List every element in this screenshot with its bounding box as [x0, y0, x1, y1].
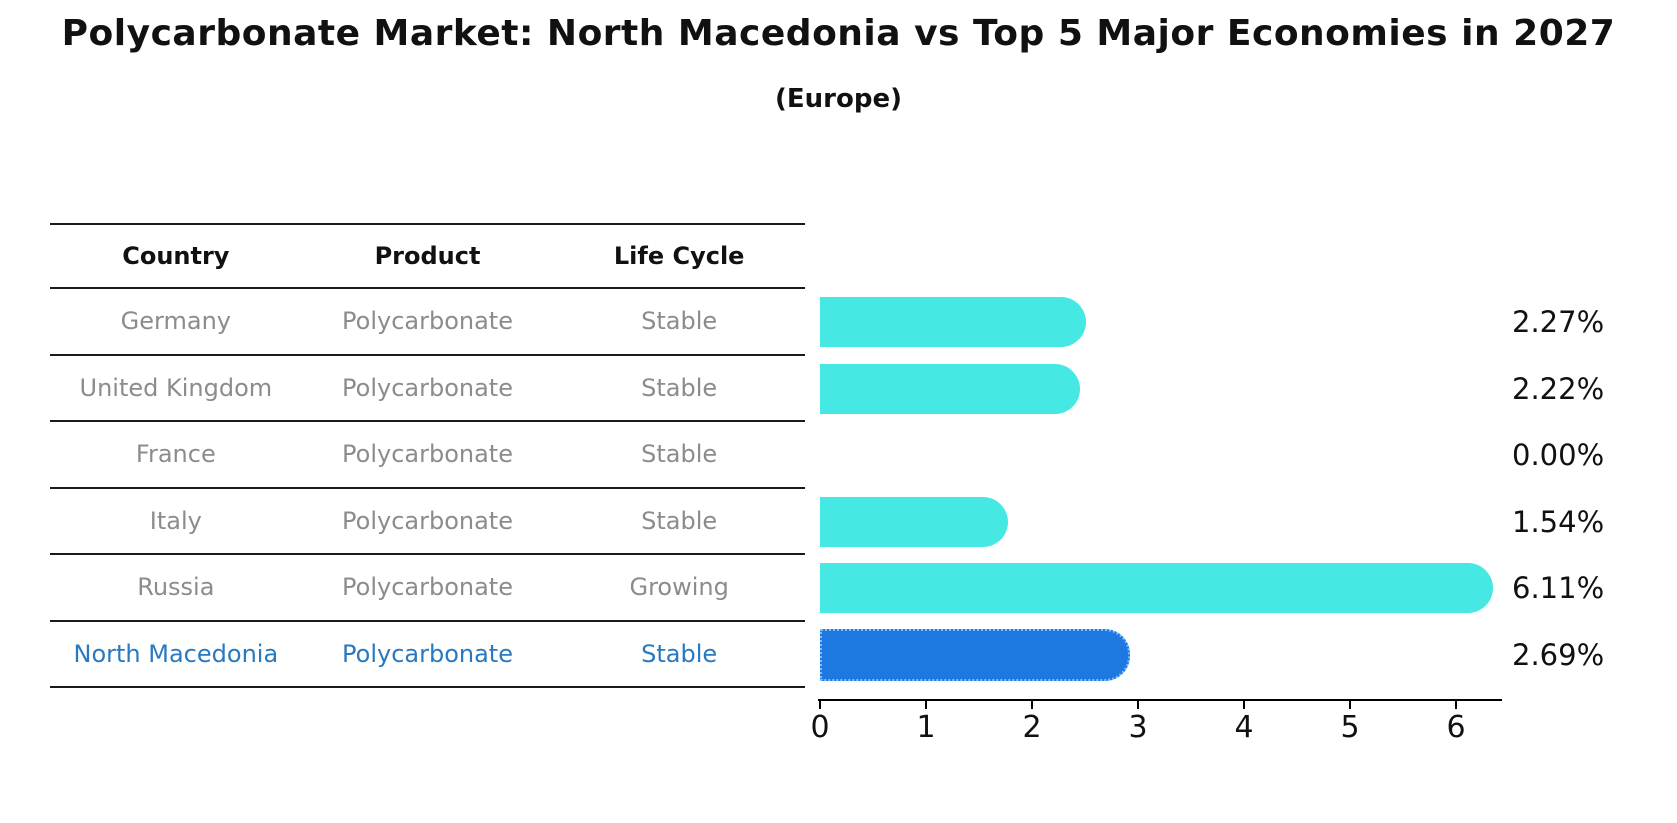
tick-mark [1031, 701, 1033, 709]
product-cell: Polycarbonate [342, 440, 513, 469]
product-cell: Polycarbonate [342, 573, 513, 602]
country-cell: France [135, 440, 216, 469]
x-axis-tick-label: 2 [1022, 710, 1042, 745]
chart-title: Polycarbonate Market: North Macedonia vs… [61, 13, 1616, 54]
country-cell: Germany [120, 307, 231, 336]
tick-mark [1243, 701, 1245, 709]
table-row-north-macedonia: North Macedonia Polycarbonate Stable [50, 622, 805, 688]
column-header-life-cycle: Life Cycle [613, 242, 745, 270]
value-label-united-kingdom: 2.22% [1512, 371, 1605, 406]
product-cell: Polycarbonate [342, 307, 513, 336]
value-label-germany: 2.27% [1512, 305, 1605, 340]
tick-mark [1455, 701, 1457, 709]
x-axis-tick-label: 3 [1128, 710, 1148, 745]
country-cell: Italy [149, 506, 202, 535]
bar-italy [820, 496, 1009, 547]
life-cycle-cell: Stable [641, 307, 718, 336]
country-cell: United Kingdom [79, 373, 273, 402]
country-cell: Russia [137, 573, 215, 602]
tick-mark [819, 701, 821, 709]
tick-mark [1137, 701, 1139, 709]
column-header-product: Product [374, 242, 481, 270]
product-cell: Polycarbonate [342, 639, 513, 668]
country-table: Country Product Life Cycle Germany Polyc… [50, 223, 805, 688]
product-cell: Polycarbonate [342, 506, 513, 535]
bar-russia [820, 563, 1493, 614]
x-axis-line [818, 699, 1502, 701]
bar-germany [820, 297, 1086, 348]
life-cycle-cell: Stable [641, 440, 718, 469]
table-header-row: Country Product Life Cycle [50, 223, 805, 289]
x-axis-tick-6: 6 [1426, 701, 1486, 745]
x-axis-tick-4: 4 [1214, 701, 1274, 745]
chart-subtitle: (Europe) [775, 84, 902, 114]
value-label-italy: 1.54% [1512, 504, 1605, 539]
value-label-north-macedonia: 2.69% [1512, 637, 1605, 672]
value-label-france: 0.00% [1512, 438, 1605, 473]
x-axis-tick-label: 0 [810, 710, 830, 745]
x-axis-tick-label: 5 [1340, 710, 1360, 745]
table-row-russia: Russia Polycarbonate Growing [50, 555, 805, 622]
value-label-russia: 6.11% [1512, 571, 1605, 606]
product-cell: Polycarbonate [342, 373, 513, 402]
table-row-france: France Polycarbonate Stable [50, 422, 805, 489]
x-axis-tick-2: 2 [1002, 701, 1062, 745]
life-cycle-cell: Stable [641, 373, 718, 402]
x-axis-tick-label: 4 [1234, 710, 1254, 745]
table-row-germany: Germany Polycarbonate Stable [50, 289, 805, 356]
x-axis-tick-label: 6 [1446, 710, 1466, 745]
x-axis-tick-0: 0 [790, 701, 850, 745]
tick-mark [1349, 701, 1351, 709]
bar-united-kingdom [820, 363, 1081, 414]
life-cycle-cell: Stable [641, 506, 718, 535]
country-cell: North Macedonia [73, 639, 279, 668]
column-header-country: Country [122, 242, 230, 270]
x-axis-tick-3: 3 [1108, 701, 1168, 745]
x-axis-tick-1: 1 [896, 701, 956, 745]
x-axis-tick-5: 5 [1320, 701, 1380, 745]
x-axis-tick-label: 1 [916, 710, 936, 745]
life-cycle-cell: Stable [641, 639, 718, 668]
tick-mark [925, 701, 927, 709]
life-cycle-cell: Growing [629, 573, 729, 602]
bar-north-macedonia [820, 628, 1131, 681]
table-row-united-kingdom: United Kingdom Polycarbonate Stable [50, 356, 805, 422]
table-row-italy: Italy Polycarbonate Stable [50, 489, 805, 555]
